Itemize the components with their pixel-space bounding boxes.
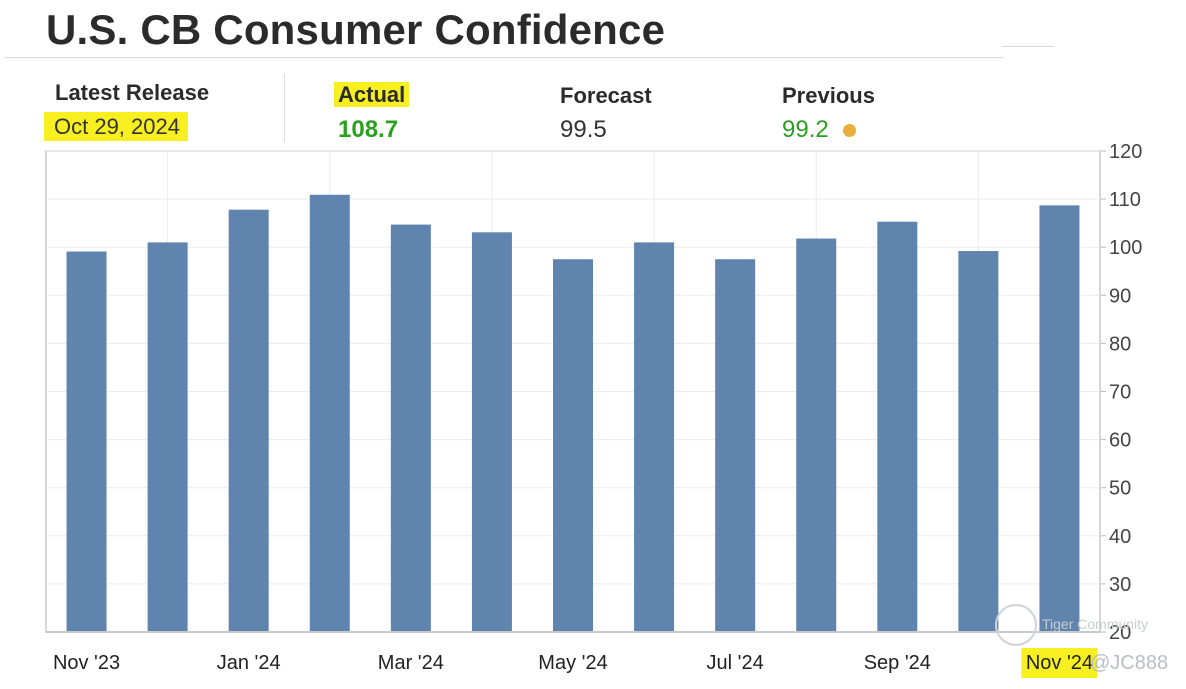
y-tick-label: 60 [1109,430,1131,452]
bar [796,238,837,633]
stats-separator [284,74,285,142]
y-tick-label: 40 [1109,526,1131,548]
y-tick-label: 110 [1109,189,1141,211]
y-tick-label: 120 [1109,141,1142,163]
x-tick-label: May '24 [538,652,607,674]
x-tick-label: Nov '24 [1026,652,1093,674]
page-title: U.S. CB Consumer Confidence [46,6,666,53]
latest-release-date: Oct 29, 2024 [44,112,188,141]
latest-release-label: Latest Release [55,80,210,105]
y-tick-label: 30 [1109,574,1131,596]
y-tick-label: 50 [1109,478,1131,500]
latest-release-value: Oct 29, 2024 [44,112,188,141]
title-divider [4,57,1004,58]
bar [66,251,107,633]
bar [147,242,188,632]
bar [553,259,593,632]
y-tick-label: 100 [1109,237,1142,259]
watermark-handle: @JC888 [1090,652,1169,674]
y-tick-label: 20 [1109,622,1131,644]
actual-value: 108.7 [338,116,399,143]
previous-indicator-dot [843,124,856,137]
y-tick-label: 90 [1109,285,1131,307]
bar [309,194,350,632]
x-tick-label: Jan '24 [217,652,281,674]
previous-label: Previous [782,83,875,108]
forecast-value: 99.5 [560,116,607,143]
x-tick-label: Mar '24 [378,652,444,674]
bar [228,209,269,632]
title-divider-secondary [1002,46,1054,47]
bar [958,251,999,632]
x-tick-label: Sep '24 [864,652,931,674]
watermark-logo-icon [995,604,1037,646]
watermark-brand: Tiger Community [1042,616,1149,632]
axis-layer: 20 30 40 50 60 70 80 90 100 110 120 Nov '23 Jan '24 M… [46,141,1142,678]
bar [715,259,756,632]
bar [877,221,918,632]
forecast-label: Forecast [560,83,652,108]
actual-label: Actual [334,82,410,108]
bars-layer [66,194,1080,633]
y-tick-label: 80 [1109,333,1131,355]
x-tick-highlight [1021,648,1098,678]
x-tick-label: Jul '24 [707,652,764,674]
bar [471,232,512,632]
actual-label-text: Actual [334,82,410,107]
bar [634,242,675,632]
bar [1039,205,1080,632]
bar [390,224,431,632]
y-tick-label: 70 [1109,382,1131,404]
previous-value: 99.2 [782,116,829,143]
x-tick-label: Nov '23 [53,652,120,674]
